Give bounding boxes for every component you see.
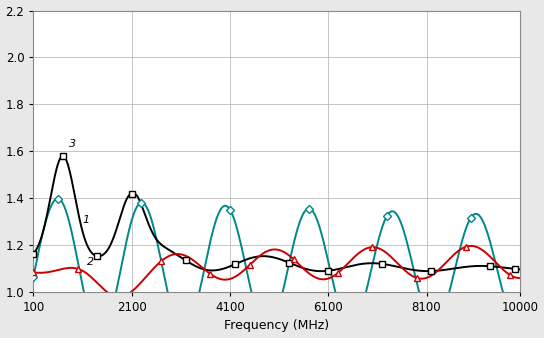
Text: 1: 1 bbox=[83, 215, 90, 225]
X-axis label: Frequency (MHz): Frequency (MHz) bbox=[224, 319, 329, 333]
Text: 3: 3 bbox=[69, 139, 76, 148]
Text: 2: 2 bbox=[88, 257, 95, 267]
